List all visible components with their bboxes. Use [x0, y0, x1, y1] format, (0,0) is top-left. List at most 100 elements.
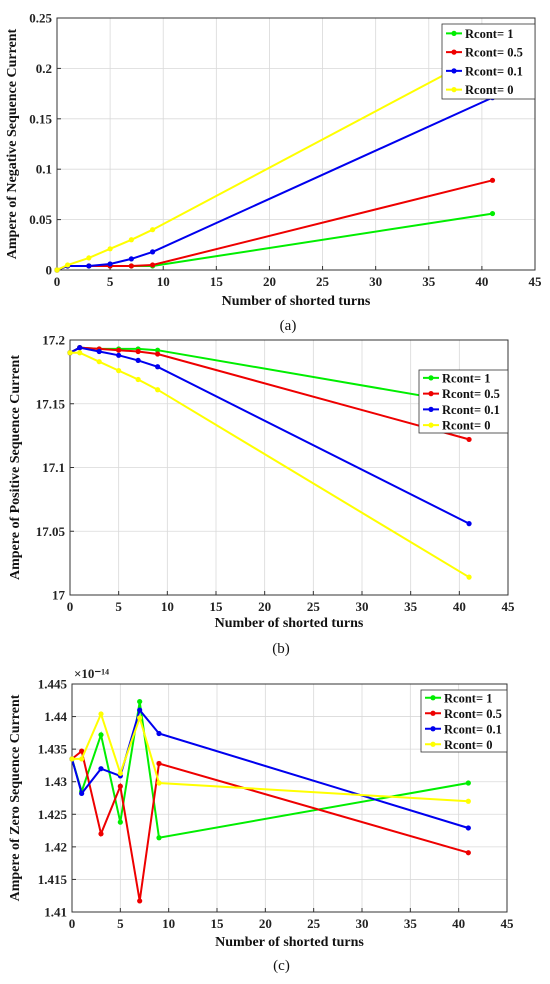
series-line-1	[72, 749, 469, 902]
y-tick-label: 1.41	[44, 905, 67, 920]
x-tick-label: 30	[356, 599, 369, 614]
data-point	[137, 698, 143, 705]
x-tick-label: 25	[307, 599, 321, 614]
legend-swatch-marker	[430, 710, 436, 716]
data-point	[77, 350, 83, 356]
data-point	[465, 780, 471, 786]
data-point	[65, 262, 71, 268]
x-tick-label: 20	[259, 916, 272, 931]
y-axis-label: Ampere of Negative Sequence Current	[5, 28, 20, 259]
legend-swatch-marker	[428, 422, 434, 428]
data-point	[465, 850, 471, 856]
data-point	[155, 387, 161, 393]
y-tick-label: 0	[46, 263, 53, 278]
data-point	[137, 707, 143, 713]
legend-box	[441, 23, 536, 100]
legend-swatch-marker	[451, 68, 457, 74]
data-point	[135, 348, 141, 355]
y-tick-label: 0.25	[29, 11, 52, 26]
x-tick-label: 15	[210, 599, 224, 614]
x-tick-label: 25	[307, 916, 321, 931]
legend-swatch-marker	[430, 726, 436, 732]
legend-box	[420, 689, 508, 753]
x-tick-label: 0	[54, 274, 61, 289]
data-point	[137, 715, 143, 721]
legend-swatch-marker	[430, 741, 436, 747]
y-tick-label: 17.2	[42, 333, 65, 348]
legend-label: Rcont= 0.5	[465, 46, 523, 60]
y-tick-label: 1.435	[38, 742, 68, 757]
series-line-3	[70, 351, 470, 579]
data-point	[98, 766, 104, 772]
x-tick-label: 45	[529, 274, 543, 289]
data-point	[466, 574, 472, 580]
x-axis-label: Number of shorted turns	[215, 616, 364, 631]
data-point	[466, 436, 472, 443]
legend-label: Rcont= 1	[442, 371, 490, 385]
data-point	[79, 748, 85, 754]
data-point	[155, 364, 161, 370]
data-point	[156, 835, 162, 841]
x-tick-label: 45	[501, 916, 515, 931]
data-point	[117, 783, 123, 789]
x-tick-label: 40	[475, 274, 488, 289]
data-point	[465, 825, 471, 831]
legend-label: Rcont= 0.1	[444, 722, 502, 736]
data-point	[128, 256, 134, 262]
data-point	[116, 347, 122, 353]
data-point	[107, 246, 113, 252]
legend-label: Rcont= 1	[444, 691, 492, 705]
x-tick-label: 20	[263, 274, 276, 289]
data-point	[128, 237, 134, 243]
data-point	[128, 263, 134, 269]
legend-swatch-marker	[451, 49, 457, 55]
data-point	[96, 359, 102, 365]
series-line-3	[57, 48, 493, 270]
x-tick-label: 35	[422, 274, 436, 289]
data-point	[465, 798, 471, 804]
legend-swatch-marker	[428, 375, 434, 381]
y-tick-label: 1.44	[44, 709, 67, 724]
data-point	[79, 756, 85, 762]
x-tick-label: 15	[211, 916, 225, 931]
series-line-2	[72, 708, 469, 829]
data-point	[489, 177, 496, 183]
data-point	[69, 756, 75, 762]
x-tick-label: 30	[356, 916, 369, 931]
legend-label: Rcont= 0.1	[465, 64, 523, 78]
data-point	[67, 350, 73, 356]
data-point	[135, 376, 141, 383]
x-tick-label: 35	[404, 599, 418, 614]
y-tick-label: 0.05	[29, 212, 52, 227]
x-axis-label: Number of shorted turns	[215, 935, 364, 950]
data-point	[86, 255, 92, 261]
data-point	[156, 780, 162, 786]
plot-frame	[56, 17, 536, 271]
x-tick-label: 0	[69, 916, 76, 931]
x-tick-label: 5	[117, 916, 124, 931]
legend-swatch-marker	[428, 406, 434, 412]
chart-c: 0 5 10 15 20 25 30 35 40 45 1.41 1.415 1.42 1.425 1.43…	[8, 666, 514, 974]
data-point	[155, 351, 161, 357]
panel-caption: (b)	[272, 641, 290, 657]
data-point	[116, 368, 122, 374]
data-point	[86, 263, 92, 269]
data-point	[117, 770, 123, 776]
legend-label: Rcont= 0.1	[442, 403, 500, 417]
x-axis-label: Number of shorted turns	[222, 294, 371, 309]
legend-swatch-marker	[451, 87, 457, 93]
data-point	[156, 730, 162, 737]
legend-swatch-marker	[430, 695, 436, 701]
y-axis-exponent: ×10⁻¹⁴	[74, 666, 109, 681]
x-tick-label: 10	[161, 599, 174, 614]
legend-label: Rcont= 0.5	[442, 387, 500, 401]
y-tick-label: 17.1	[42, 460, 65, 475]
x-tick-label: 10	[157, 274, 170, 289]
series-line-1	[57, 179, 493, 270]
data-point	[150, 262, 156, 268]
legend-box	[418, 369, 509, 434]
data-point	[96, 348, 102, 355]
data-point	[489, 210, 496, 217]
panel-caption: (a)	[280, 318, 297, 334]
